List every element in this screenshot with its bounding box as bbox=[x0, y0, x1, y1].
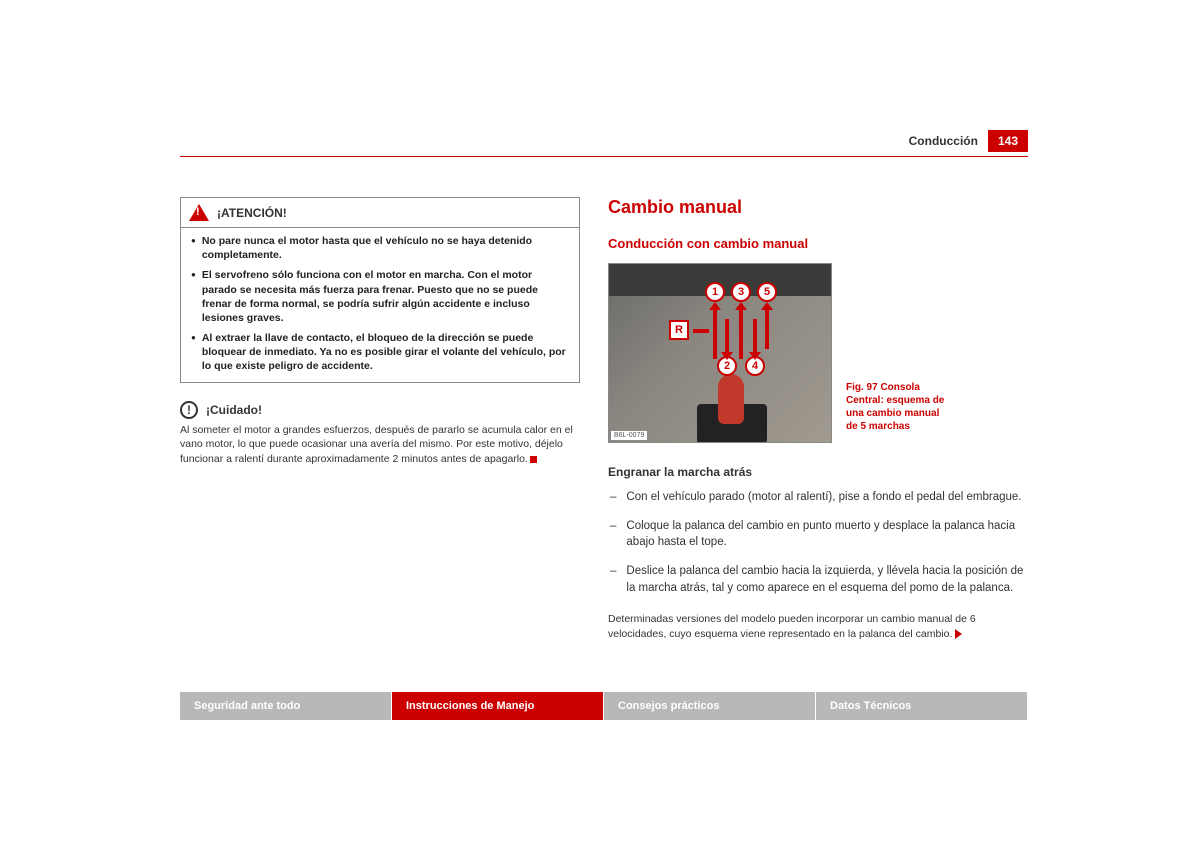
step-item: –Deslice la palanca del cambio hacia la … bbox=[608, 563, 1028, 596]
heading-3: Engranar la marcha atrás bbox=[608, 465, 1028, 479]
tab-tips[interactable]: Consejos prácticos bbox=[604, 692, 816, 720]
image-id-label: B6L-0079 bbox=[611, 431, 647, 440]
warning-item: Al extraer la llave de contacto, el bloq… bbox=[191, 331, 569, 374]
page-number: 143 bbox=[988, 130, 1028, 152]
gear-1-label: 1 bbox=[705, 282, 725, 302]
step-item: –Con el vehículo parado (motor al ralent… bbox=[608, 489, 1028, 506]
caution-body: Al someter el motor a grandes esfuerzos,… bbox=[180, 423, 580, 467]
caution-circle-icon: ! bbox=[180, 401, 198, 419]
warning-title: ¡ATENCIÓN! bbox=[217, 206, 287, 220]
warning-triangle-icon bbox=[189, 204, 209, 221]
gear-5-label: 5 bbox=[757, 282, 777, 302]
figure-caption: Fig. 97 Consola Central: esquema de una … bbox=[846, 381, 946, 443]
heading-2: Conducción con cambio manual bbox=[608, 236, 1028, 251]
gear-r-label: R bbox=[669, 320, 689, 340]
gearshift-diagram: R 1 3 5 2 4 B6L-0079 bbox=[608, 263, 832, 443]
warning-box: ¡ATENCIÓN! No pare nunca el motor hasta … bbox=[180, 197, 580, 383]
caution-title: ¡Cuidado! bbox=[206, 403, 262, 417]
step-item: –Coloque la palanca del cambio en punto … bbox=[608, 518, 1028, 551]
footer-tabs: Seguridad ante todo Instrucciones de Man… bbox=[180, 692, 1028, 720]
page-header: Conducción 143 bbox=[180, 130, 1028, 157]
warning-item: No pare nunca el motor hasta que el vehí… bbox=[191, 234, 569, 262]
tab-technical[interactable]: Datos Técnicos bbox=[816, 692, 1028, 720]
figure: R 1 3 5 2 4 B6L-0079 Fig. 97 Consola Cen… bbox=[608, 263, 1028, 443]
end-marker-icon bbox=[530, 456, 537, 463]
gear-3-label: 3 bbox=[731, 282, 751, 302]
section-title: Conducción bbox=[909, 134, 978, 148]
continue-arrow-icon bbox=[955, 629, 962, 639]
warning-item: El servofreno sólo funciona con el motor… bbox=[191, 268, 569, 325]
heading-1: Cambio manual bbox=[608, 197, 1028, 218]
tab-safety[interactable]: Seguridad ante todo bbox=[180, 692, 392, 720]
closing-paragraph: Determinadas versiones del modelo pueden… bbox=[608, 612, 1028, 641]
tab-instructions[interactable]: Instrucciones de Manejo bbox=[392, 692, 604, 720]
